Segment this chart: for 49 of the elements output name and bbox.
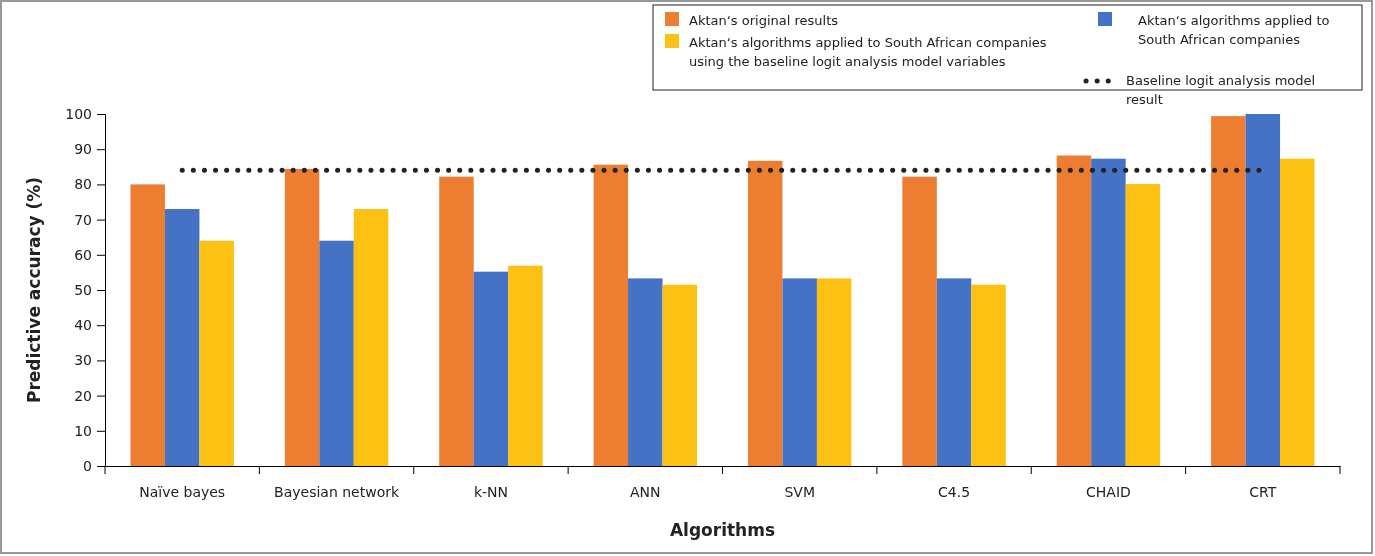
y-tick-label: 60	[74, 246, 92, 263]
x-tick-label: k-NN	[473, 484, 508, 500]
x-tick-label: CHAID	[1086, 484, 1131, 500]
bar	[816, 278, 852, 466]
y-tick-label: 40	[74, 317, 92, 334]
y-tick-label: 10	[74, 422, 92, 439]
bar	[628, 278, 663, 466]
bar	[936, 278, 972, 466]
bar	[747, 160, 783, 466]
bar	[284, 168, 320, 466]
bar	[593, 164, 629, 466]
bar	[971, 284, 1006, 466]
y-tick-label: 90	[74, 141, 92, 158]
y-tick-label: 80	[74, 176, 92, 193]
x-tick-label: Naïve bayes	[139, 484, 226, 500]
legend-label: Aktan‘s algorithms applied to South African companies	[1138, 13, 1330, 47]
bar	[902, 176, 937, 466]
legend-label: Baseline logit analysis model result	[1126, 73, 1316, 107]
bar	[130, 184, 165, 466]
x-tick-label: Bayesian network	[274, 484, 400, 500]
bar	[1245, 114, 1281, 466]
bar	[439, 176, 474, 466]
bar	[662, 284, 698, 466]
bar	[199, 240, 234, 466]
bar	[1125, 184, 1161, 466]
x-axis-title: Algorithms	[669, 520, 776, 540]
legend-label: Aktan‘s algorithms applied to South African companies using the baseline logit analysis model variables	[689, 35, 1047, 69]
bar	[164, 209, 200, 466]
x-tick-label: C4.5	[938, 484, 971, 500]
y-tick-label: 50	[74, 281, 92, 298]
x-tick-label: CRT	[1249, 484, 1277, 500]
y-axis-title: Predictive accuracy (%)	[24, 176, 44, 404]
bar	[1211, 116, 1246, 466]
x-tick-label: SVM	[784, 484, 815, 500]
x-tick-label: ANN	[630, 484, 661, 500]
y-tick-label: 30	[74, 352, 92, 369]
bar	[1280, 158, 1315, 466]
bar	[508, 265, 543, 466]
bar	[353, 209, 389, 466]
bar	[1056, 155, 1092, 466]
bar	[473, 271, 509, 466]
y-tick-label: 0	[83, 457, 92, 474]
y-tick-label: 100	[65, 105, 92, 122]
bar	[1091, 158, 1126, 466]
bar	[782, 278, 817, 466]
y-tick-label: 20	[74, 387, 92, 404]
bar	[319, 240, 354, 466]
legend-label: Aktan‘s original results	[689, 13, 839, 28]
y-tick-label: 70	[74, 211, 92, 228]
